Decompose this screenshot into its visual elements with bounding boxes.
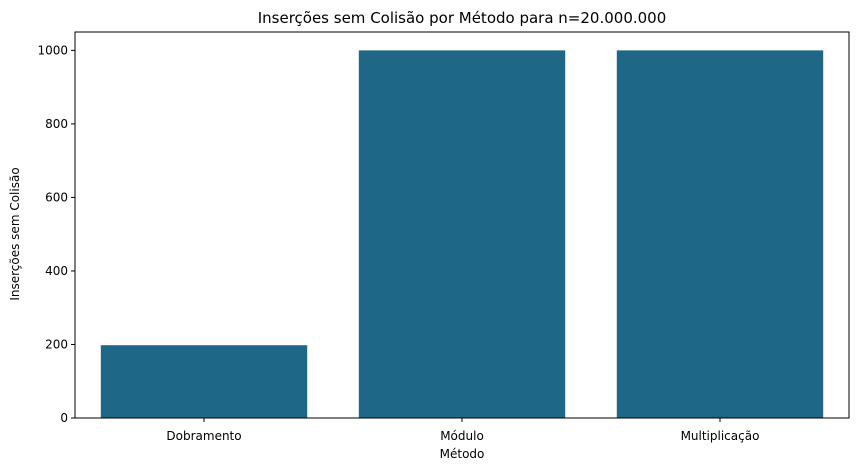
y-axis-label: Inserções sem Colisão bbox=[8, 167, 22, 300]
chart-title: Inserções sem Colisão por Método para n=… bbox=[258, 9, 667, 27]
y-tick-label: 1000 bbox=[37, 43, 68, 57]
bar-modulo bbox=[358, 50, 566, 418]
y-tick-label: 0 bbox=[60, 411, 68, 425]
x-tick-label: Dobramento bbox=[166, 429, 241, 443]
bar-multiplicacao bbox=[616, 50, 824, 418]
y-tick-label: 200 bbox=[45, 337, 68, 351]
x-tick-label: Multiplicação bbox=[681, 429, 760, 443]
y-tick-label: 600 bbox=[45, 190, 68, 204]
x-tick-label: Módulo bbox=[440, 429, 484, 443]
bar-dobramento bbox=[100, 345, 308, 418]
y-tick-label: 400 bbox=[45, 264, 68, 278]
y-tick-label: 800 bbox=[45, 117, 68, 131]
x-axis-label: Método bbox=[440, 447, 485, 461]
plot-area: 0 200 400 600 800 1000 Dobramento Módulo Multipl… bbox=[37, 31, 850, 443]
